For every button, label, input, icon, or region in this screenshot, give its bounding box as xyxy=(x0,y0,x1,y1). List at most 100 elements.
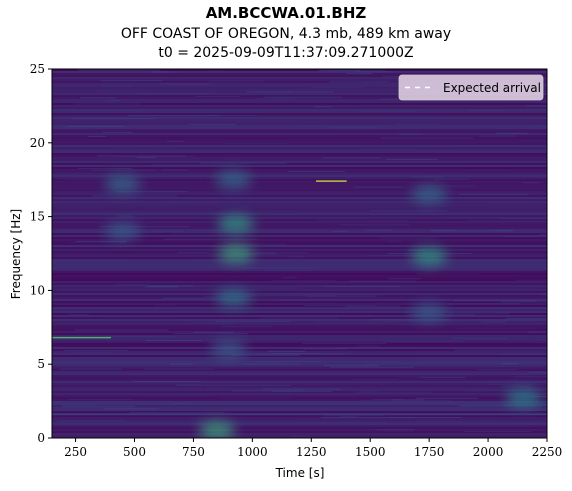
spectrogram-noise-band xyxy=(52,195,547,197)
spectrogram-noise-streak xyxy=(448,313,510,315)
spectrogram-noise-band xyxy=(52,411,547,413)
spectrogram-noise-band xyxy=(52,193,547,195)
spectrogram-noise-streak xyxy=(151,71,170,73)
spectrogram-noise-streak xyxy=(520,139,546,141)
spectrogram-noise-streak xyxy=(382,430,414,432)
spectrogram-noise-streak xyxy=(101,85,132,87)
spectrogram-noise-band xyxy=(52,103,547,105)
spectrogram-noise-streak xyxy=(252,287,300,289)
spectrogram-noise-streak xyxy=(62,405,135,407)
spectrogram-noise-streak xyxy=(91,195,177,197)
spectrogram-noise-streak xyxy=(528,371,547,373)
spectrogram-noise-streak xyxy=(64,350,128,352)
spectrogram-noise-streak xyxy=(162,297,228,299)
x-tick-label: 250 xyxy=(64,445,87,459)
spectrogram-noise-band xyxy=(52,417,547,419)
spectrogram-noise-band xyxy=(52,345,547,347)
spectrogram-noise-streak xyxy=(358,110,414,112)
energy-patch xyxy=(199,421,235,438)
spectrogram-noise-streak xyxy=(365,217,418,219)
spectrogram-noise-band xyxy=(52,201,547,203)
spectrogram-noise-band xyxy=(52,183,547,185)
spectrogram-noise-band xyxy=(52,321,547,323)
spectrogram-noise-streak xyxy=(131,146,157,148)
energy-patch xyxy=(411,303,448,322)
spectrogram-noise-streak xyxy=(243,126,299,128)
spectrogram-noise-band xyxy=(52,93,547,95)
spectrogram-noise-streak xyxy=(389,417,462,419)
chart-subtitle-origin-time: t0 = 2025-09-09T11:37:09.271000Z xyxy=(158,45,414,61)
spectrogram-noise-streak xyxy=(204,384,292,386)
spectrogram-noise-streak xyxy=(375,429,415,431)
spectrogram-noise-band xyxy=(52,415,547,417)
spectrogram-noise-streak xyxy=(192,230,233,232)
spectrogram-noise-streak xyxy=(77,69,160,71)
spectrogram-noise-streak xyxy=(143,368,214,370)
spectrogram-noise-streak xyxy=(355,151,418,153)
spectrogram-noise-streak xyxy=(425,203,497,205)
spectrogram-noise-band xyxy=(52,419,547,421)
spectrogram-noise-streak xyxy=(487,383,535,385)
spectrogram-noise-streak xyxy=(386,158,438,160)
spectrogram-noise-streak xyxy=(170,403,190,405)
spectrogram-noise-band xyxy=(52,395,547,397)
spectrogram-noise-band xyxy=(52,175,547,177)
spectrogram-noise-streak xyxy=(100,316,181,318)
spectrogram-noise-streak xyxy=(145,340,202,342)
spectrogram-noise-streak xyxy=(137,347,213,349)
spectrogram-noise-band xyxy=(52,237,547,239)
spectrogram-noise-streak xyxy=(533,341,547,343)
spectrogram-noise-streak xyxy=(329,81,389,83)
spectrogram-noise-streak xyxy=(388,278,421,280)
spectrogram-noise-band xyxy=(52,303,547,305)
spectrogram-noise-streak xyxy=(323,286,401,288)
spectrogram-noise-streak xyxy=(161,202,230,204)
spectrogram-noise-streak xyxy=(409,128,496,130)
spectrogram-noise-band xyxy=(52,329,547,331)
spectrogram-noise-streak xyxy=(193,331,235,333)
spectrogram-noise-band xyxy=(52,429,547,431)
spectrogram-noise-streak xyxy=(409,176,444,178)
spectrogram-noise-streak xyxy=(465,390,516,392)
spectrogram-noise-band xyxy=(52,155,547,157)
y-tick-label: 25 xyxy=(30,62,45,76)
spectrogram-noise-streak xyxy=(539,234,547,236)
spectrogram-noise-streak xyxy=(177,252,210,254)
chart-title: AM.BCCWA.01.BHZ xyxy=(205,4,367,22)
spectrogram-noise-streak xyxy=(188,123,236,125)
spectrogram-noise-band xyxy=(52,371,547,373)
spectrogram-noise-band xyxy=(52,407,547,409)
spectrogram-noise-streak xyxy=(176,384,204,386)
spectrogram-noise-band xyxy=(52,173,547,175)
spectrogram-noise-streak xyxy=(270,353,346,355)
spectrogram-noise-band xyxy=(52,209,547,211)
spectrogram-noise-streak xyxy=(132,380,201,382)
spectrogram-noise-band xyxy=(52,239,547,241)
spectrogram-noise-band xyxy=(52,131,547,133)
spectrogram-noise-band xyxy=(52,225,547,227)
spectrogram-noise-band xyxy=(52,285,547,287)
spectrogram-noise-band xyxy=(52,359,547,361)
spectrogram-noise-streak xyxy=(105,336,176,338)
spectrogram-noise-streak xyxy=(448,303,521,305)
spectrogram-noise-band xyxy=(52,241,547,243)
spectrogram-noise-streak xyxy=(69,314,90,316)
spectrogram-noise-streak xyxy=(534,125,547,127)
spectrogram-noise-streak xyxy=(304,305,376,307)
spectrogram-noise-streak xyxy=(136,156,156,158)
spectrogram-noise-streak xyxy=(398,133,423,135)
spectrogram-noise-streak xyxy=(64,179,124,181)
spectrogram-noise-streak xyxy=(283,362,365,364)
spectrogram-noise-streak xyxy=(71,118,155,120)
spectrogram-noise-streak xyxy=(115,191,188,193)
spectrogram-noise-streak xyxy=(117,215,134,217)
spectrogram-noise-streak xyxy=(161,169,188,171)
spectrogram-noise-band xyxy=(52,127,547,129)
spectrogram-noise-band xyxy=(52,73,547,75)
spectrogram-noise-streak xyxy=(366,254,425,256)
chart-subtitle-event: OFF COAST OF OREGON, 4.3 mb, 489 km away xyxy=(120,26,452,42)
spectrogram-noise-streak xyxy=(77,168,133,170)
spectrogram-noise-band xyxy=(52,369,547,371)
spectrogram-noise-streak xyxy=(101,80,163,82)
